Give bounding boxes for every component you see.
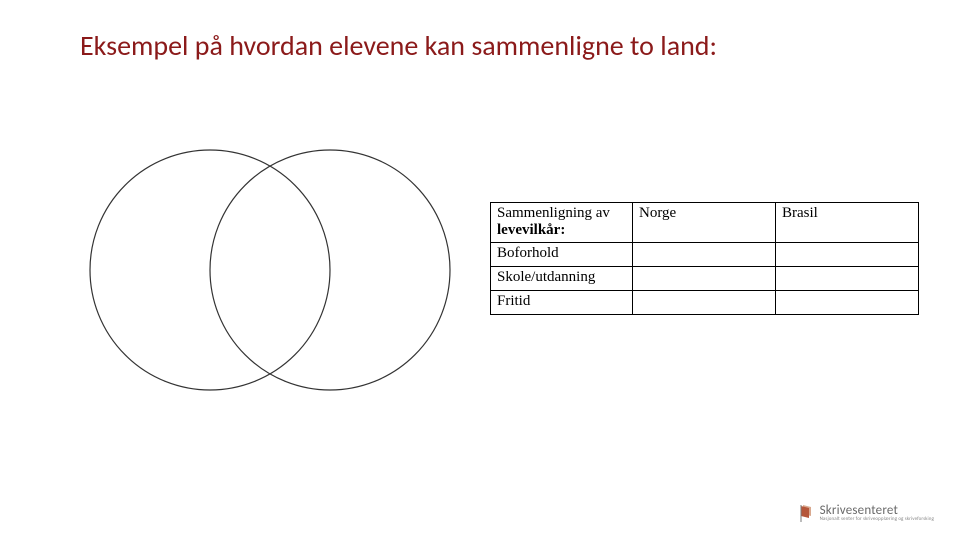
table-header-row: Sammenligning av levevilkår: Norge Brasi… bbox=[491, 203, 919, 243]
logo-text: Skrivesenteret Nasjonalt senter for skri… bbox=[820, 504, 934, 522]
cell-brasil bbox=[776, 267, 919, 291]
table-header-cell-norge: Norge bbox=[633, 203, 776, 243]
cell-norge bbox=[633, 267, 776, 291]
header-line2: levevilkår: bbox=[497, 222, 565, 238]
logo-flag-front bbox=[801, 506, 809, 518]
table-row: Skole/utdanning bbox=[491, 267, 919, 291]
logo-sub-text: Nasjonalt senter for skriveopplæring og … bbox=[820, 517, 934, 522]
row-label: Fritid bbox=[491, 291, 633, 315]
table-row: Fritid bbox=[491, 291, 919, 315]
logo: Skrivesenteret Nasjonalt senter for skri… bbox=[800, 504, 934, 522]
venn-diagram bbox=[60, 125, 460, 415]
table-header-cell-brasil: Brasil bbox=[776, 203, 919, 243]
comparison-table: Sammenligning av levevilkår: Norge Brasi… bbox=[490, 202, 919, 315]
logo-pole bbox=[800, 505, 801, 522]
slide: Eksempel på hvordan elevene kan sammenli… bbox=[0, 0, 960, 540]
table-header-cell-category: Sammenligning av levevilkår: bbox=[491, 203, 633, 243]
header-line1: Sammenligning av bbox=[497, 205, 610, 221]
cell-brasil bbox=[776, 291, 919, 315]
row-label: Boforhold bbox=[491, 243, 633, 267]
page-title: Eksempel på hvordan elevene kan sammenli… bbox=[80, 28, 920, 63]
cell-norge bbox=[633, 291, 776, 315]
logo-icon bbox=[800, 504, 814, 522]
table-row: Boforhold bbox=[491, 243, 919, 267]
cell-brasil bbox=[776, 243, 919, 267]
cell-norge bbox=[633, 243, 776, 267]
row-label: Skole/utdanning bbox=[491, 267, 633, 291]
